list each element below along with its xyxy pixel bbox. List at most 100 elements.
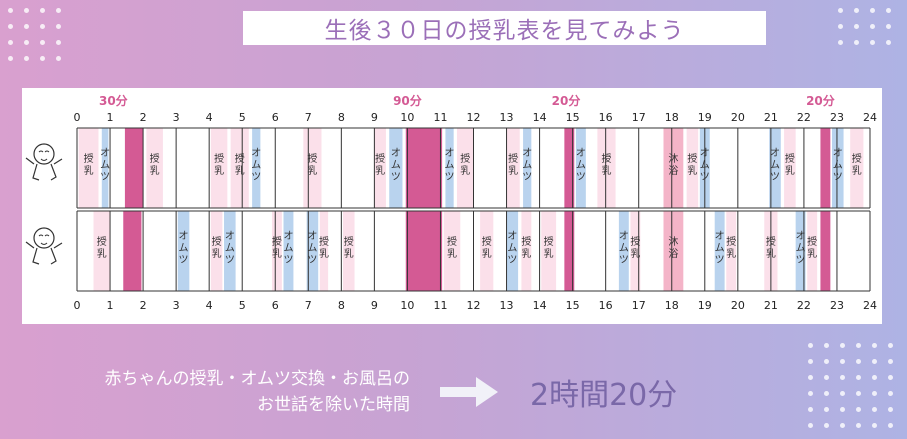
hour-label-top: 1: [107, 111, 114, 124]
timeline-event-feed: [521, 211, 532, 291]
hour-label-bottom: 22: [797, 299, 811, 312]
event-label-feed: 授乳: [460, 152, 470, 177]
hour-label-bottom: 16: [599, 299, 613, 312]
hour-label-top: 15: [566, 111, 580, 124]
hour-label-bottom: 18: [665, 299, 679, 312]
hour-label-top: 14: [533, 111, 547, 124]
hour-label-bottom: 0: [74, 299, 81, 312]
hour-label-top: 4: [206, 111, 213, 124]
event-label-diaper: オムツ: [796, 230, 806, 266]
hour-label-bottom: 15: [566, 299, 580, 312]
timeline-event-diaper: [177, 211, 190, 291]
hour-label-top: 16: [599, 111, 613, 124]
timeline-event-feed: [456, 128, 474, 208]
timeline-event-feed: [726, 211, 737, 291]
hour-label-bottom: 19: [698, 299, 712, 312]
timeline-event-feed: [146, 128, 163, 208]
event-label-feed: 授乳: [630, 235, 640, 260]
hour-label-bottom: 23: [830, 299, 844, 312]
hour-label-bottom: 7: [305, 299, 312, 312]
summary-caption: 赤ちゃんの授乳・オムツ交換・お風呂の お世話を除いた時間: [18, 366, 411, 418]
free-time-result: 2時間20分: [530, 378, 678, 413]
hour-label-bottom: 1: [107, 299, 114, 312]
event-label-feed: 授乳: [214, 152, 224, 177]
event-label-feed: 授乳: [84, 152, 94, 177]
event-label-bath: 沐浴: [668, 152, 678, 177]
hour-label-bottom: 5: [239, 299, 246, 312]
timeline-event-gap: [820, 128, 831, 208]
timeline-event-feed: [271, 211, 282, 291]
hour-label-bottom: 2: [140, 299, 147, 312]
timeline-event-diaper: [389, 128, 403, 208]
event-label-diaper: オムツ: [100, 147, 110, 183]
event-label-feed: 授乳: [344, 235, 354, 260]
event-label-diaper: オムツ: [179, 230, 189, 266]
hour-label-top: 7: [305, 111, 312, 124]
event-label-feed: 授乳: [687, 152, 697, 177]
event-label-diaper: オムツ: [307, 230, 317, 266]
baby-crying-icon: [25, 143, 63, 181]
hour-label-bottom: 4: [206, 299, 213, 312]
hour-label-top: 17: [632, 111, 646, 124]
event-label-diaper: オムツ: [225, 230, 235, 266]
event-label-diaper: オムツ: [391, 147, 401, 183]
summary-line-2: お世話を除いた時間: [257, 395, 410, 415]
event-label-diaper: オムツ: [576, 147, 586, 183]
duration-label: 20分: [806, 93, 835, 108]
title-banner: 生後３０日の授乳表を見てみよう: [243, 11, 766, 45]
event-label-feed: 授乳: [544, 235, 554, 260]
event-label-diaper: オムツ: [715, 230, 725, 266]
timeline-event-gap: [405, 211, 443, 291]
decorative-dots-bottom-right: [800, 335, 907, 439]
event-label-feed: 授乳: [785, 152, 795, 177]
duration-label: 90分: [393, 93, 422, 108]
event-label-feed: 授乳: [508, 152, 518, 177]
event-label-diaper: オムツ: [770, 147, 780, 183]
timeline-event-diaper: [252, 128, 261, 208]
timeline-event-gap: [405, 128, 443, 208]
timeline-event-bath: [663, 128, 684, 208]
hour-label-top: 2: [140, 111, 147, 124]
hour-label-top: 13: [500, 111, 514, 124]
timeline-event-feed: [374, 128, 386, 208]
hour-label-top: 21: [764, 111, 778, 124]
event-label-feed: 授乳: [375, 152, 385, 177]
event-label-feed: 授乳: [319, 235, 329, 260]
event-label-feed: 授乳: [212, 235, 222, 260]
duration-label: 30分: [99, 93, 128, 108]
timeline-event-feed: [541, 211, 557, 291]
timeline-event-diaper: [832, 128, 844, 208]
timeline-event-feed: [93, 211, 111, 291]
timeline-event-feed: [784, 128, 796, 208]
hour-label-top: 5: [239, 111, 246, 124]
timeline-event-diaper: [575, 128, 586, 208]
event-label-feed: 授乳: [97, 235, 107, 260]
hour-label-bottom: 3: [173, 299, 180, 312]
timeline-event-gap: [820, 211, 831, 291]
event-label-diaper: オムツ: [833, 147, 843, 183]
summary-line-1: 赤ちゃんの授乳・オムツ交換・お風呂の: [104, 369, 411, 389]
hour-label-top: 20: [731, 111, 745, 124]
event-label-diaper: オムツ: [251, 147, 261, 183]
event-label-bath: 沐浴: [668, 235, 678, 260]
timeline-event-diaper: [714, 211, 725, 291]
timeline-event-diaper: [523, 128, 532, 208]
timeline-event-feed: [342, 211, 355, 291]
event-label-feed: 授乳: [521, 235, 531, 260]
event-label-diaper: オムツ: [445, 147, 455, 183]
hour-label-top: 9: [371, 111, 378, 124]
event-label-feed: 授乳: [307, 152, 317, 177]
event-label-feed: 授乳: [272, 235, 282, 260]
hour-label-top: 3: [173, 111, 180, 124]
hour-label-top: 24: [863, 111, 877, 124]
timeline-event-diaper: [283, 211, 294, 291]
hour-label-bottom: 9: [371, 299, 378, 312]
hour-label-top: 0: [74, 111, 81, 124]
timeline-event-feed: [850, 128, 864, 208]
baby-stretching-icon: [25, 227, 63, 265]
timeline-event-gap: [564, 211, 575, 291]
hour-label-top: 23: [830, 111, 844, 124]
decorative-dots-top-left: [0, 0, 70, 80]
timeline-event-diaper: [618, 211, 629, 291]
event-label-feed: 授乳: [726, 235, 736, 260]
